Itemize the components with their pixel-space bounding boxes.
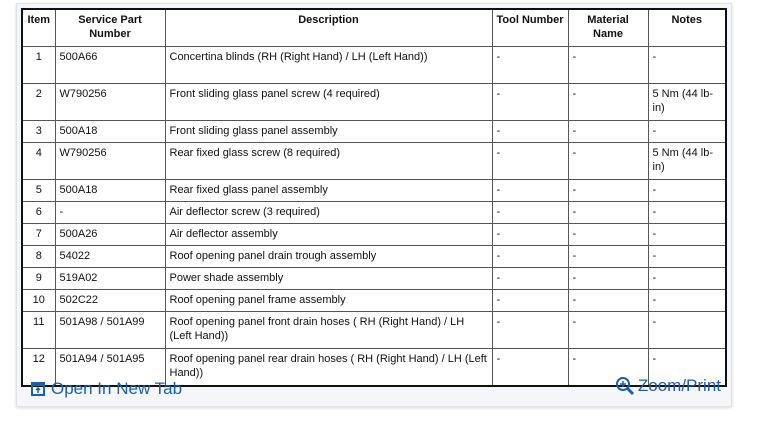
cell-description: Power shade assembly	[164, 267, 493, 290]
cell-notes: -	[647, 311, 727, 349]
cell-item: 12	[21, 348, 56, 386]
cell-material-name: -	[567, 142, 649, 180]
cell-description: Air deflector assembly	[164, 223, 493, 246]
cell-notes: -	[647, 267, 727, 290]
table-row: 3 500A18 Front sliding glass panel assembl…	[21, 120, 727, 143]
cell-service-part-number: 519A02	[54, 267, 166, 290]
cell-item: 5	[21, 179, 56, 202]
cell-tool-number: -	[491, 311, 569, 349]
column-header-item: Item	[21, 8, 56, 47]
cell-tool-number: -	[491, 267, 569, 290]
cell-service-part-number: 501A94 / 501A95	[54, 348, 166, 386]
cell-material-name: -	[567, 120, 649, 143]
cell-notes: 5 Nm (44 lb-in)	[647, 142, 727, 180]
table-row: 4 W790256 Rear fixed glass screw (8 requir…	[21, 142, 727, 180]
open-in-new-tab-label: Open In New Tab	[51, 379, 183, 398]
cell-notes: -	[647, 120, 727, 143]
cell-service-part-number: 54022	[54, 245, 166, 268]
cell-service-part-number: 500A18	[54, 120, 166, 143]
cell-tool-number: -	[491, 179, 569, 202]
cell-service-part-number: 500A26	[54, 223, 166, 246]
figure-panel: Item Service Part Number Description Tool N…	[16, 3, 732, 407]
cell-tool-number: -	[491, 223, 569, 246]
cell-service-part-number: 502C22	[54, 289, 166, 312]
table-header-row: Item Service Part Number Description Tool N…	[21, 8, 727, 47]
cell-tool-number: -	[491, 120, 569, 143]
cell-tool-number: -	[491, 245, 569, 268]
cell-notes: -	[647, 348, 727, 386]
cell-service-part-number: 500A66	[54, 46, 166, 84]
cell-notes: 5 Nm (44 lb-in)	[647, 83, 727, 121]
cell-description: Roof opening panel frame assembly	[164, 289, 493, 312]
cell-notes: -	[647, 223, 727, 246]
cell-tool-number: -	[491, 289, 569, 312]
cell-material-name: -	[567, 267, 649, 290]
cell-service-part-number: 501A98 / 501A99	[54, 311, 166, 349]
cell-description: Rear fixed glass screw (8 required)	[164, 142, 493, 180]
cell-material-name: -	[567, 201, 649, 224]
cell-item: 8	[21, 245, 56, 268]
open-in-new-tab-link[interactable]: Open In New Tab	[31, 379, 182, 399]
cell-description: Rear fixed glass panel assembly	[164, 179, 493, 202]
table-row: 7 500A26 Air deflector assembly - - -	[21, 223, 727, 246]
cell-item: 1	[21, 46, 56, 84]
cell-material-name: -	[567, 179, 649, 202]
cell-notes: -	[647, 201, 727, 224]
cell-notes: -	[647, 179, 727, 202]
cell-item: 6	[21, 201, 56, 224]
cell-service-part-number: -	[54, 201, 166, 224]
cell-description: Roof opening panel drain trough assembly	[164, 245, 493, 268]
table-row: 6- Air deflector screw (3 required) - - -	[21, 201, 727, 224]
cell-notes: -	[647, 289, 727, 312]
cell-material-name: -	[567, 348, 649, 386]
cell-material-name: -	[567, 289, 649, 312]
cell-item: 2	[21, 83, 56, 121]
table-row: 9 519A02 Power shade assembly - - -	[21, 267, 727, 290]
cell-material-name: -	[567, 245, 649, 268]
cell-item: 4	[21, 142, 56, 180]
cell-notes: -	[647, 46, 727, 84]
cell-material-name: -	[567, 311, 649, 349]
table-row: 1 500A66 Concertina blinds (RH (Right Hand…	[21, 46, 727, 84]
cell-description: Air deflector screw (3 required)	[164, 201, 493, 224]
cell-item: 10	[21, 289, 56, 312]
magnifier-plus-icon	[615, 377, 634, 396]
column-header-tool-number: Tool Number	[491, 8, 569, 47]
zoom-print-label: Zoom/Print	[637, 376, 721, 395]
column-header-notes: Notes	[647, 8, 727, 47]
cell-tool-number: -	[491, 142, 569, 180]
cell-description: Roof opening panel front drain hoses ( R…	[164, 311, 493, 349]
cell-description: Front sliding glass panel assembly	[164, 120, 493, 143]
column-header-material-name: Material Name	[567, 8, 649, 47]
cell-item: 9	[21, 267, 56, 290]
cell-material-name: -	[567, 223, 649, 246]
table-row: 12 501A94 / 501A95 Roof opening panel rear…	[21, 348, 727, 386]
cell-notes: -	[647, 245, 727, 268]
cell-service-part-number: W790256	[54, 83, 166, 121]
table-row: 11 501A98 / 501A99 Roof opening panel fron…	[21, 311, 727, 349]
cell-description: Front sliding glass panel screw (4 requi…	[164, 83, 493, 121]
cell-item: 3	[21, 120, 56, 143]
table-row: 8 54022 Roof opening panel drain trough as…	[21, 245, 727, 268]
footer-bar: Open In New Tab Zoom/Print	[17, 370, 731, 406]
cell-service-part-number: W790256	[54, 142, 166, 180]
open-in-new-tab-icon	[31, 382, 45, 396]
table-row: 5 500A18 Rear fixed glass panel assembly - -…	[21, 179, 727, 202]
cell-tool-number: -	[491, 201, 569, 224]
cell-service-part-number: 500A18	[54, 179, 166, 202]
cell-tool-number: -	[491, 83, 569, 121]
cell-material-name: -	[567, 83, 649, 121]
column-header-service-part-number: Service Part Number	[54, 8, 166, 47]
zoom-print-link[interactable]: Zoom/Print	[615, 376, 721, 396]
cell-item: 11	[21, 311, 56, 349]
cell-tool-number: -	[491, 46, 569, 84]
cell-material-name: -	[567, 46, 649, 84]
table-row: 2 W790256 Front sliding glass panel screw …	[21, 83, 727, 121]
cell-description: Concertina blinds (RH (Right Hand) / LH …	[164, 46, 493, 84]
parts-table: Item Service Part Number Description Tool N…	[21, 8, 727, 387]
cell-item: 7	[21, 223, 56, 246]
column-header-description: Description	[164, 8, 493, 47]
table-row: 10 502C22 Roof opening panel frame assembl…	[21, 289, 727, 312]
